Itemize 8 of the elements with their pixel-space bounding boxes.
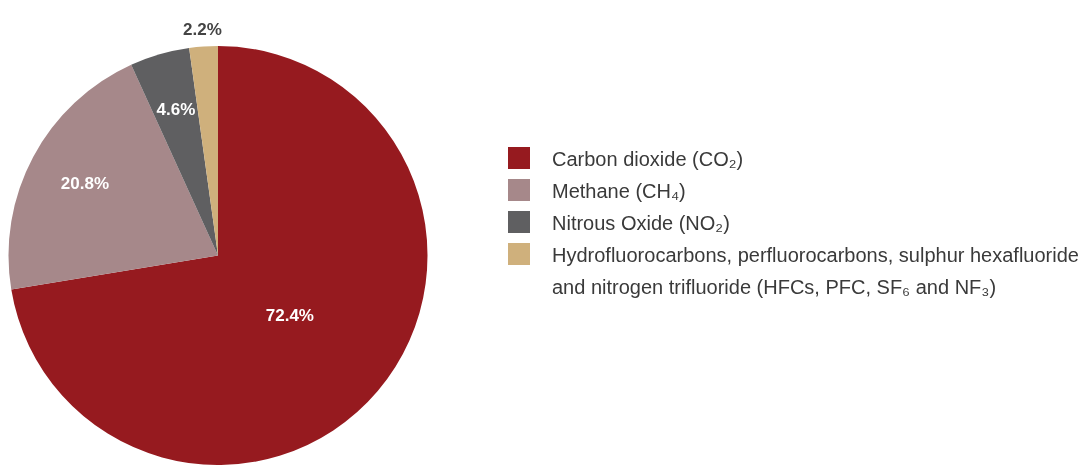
legend-label: Carbon dioxide (CO₂) (552, 147, 744, 172)
data-label: 4.6% (156, 100, 196, 120)
legend-label: Nitrous Oxide (NO₂) (552, 211, 730, 236)
data-label: 20.8% (60, 174, 110, 194)
legend-label: Methane (CH₄) (552, 179, 686, 204)
data-label: 72.4% (265, 306, 314, 326)
data-label: 2.2% (183, 20, 222, 40)
legend-label: Hydrofluorocarbons, perfluorocarbons, sulphur hexafluoride and nitrogen trifluoride (HFCs, PFC, SF₆ and NF₃) (552, 243, 1080, 300)
